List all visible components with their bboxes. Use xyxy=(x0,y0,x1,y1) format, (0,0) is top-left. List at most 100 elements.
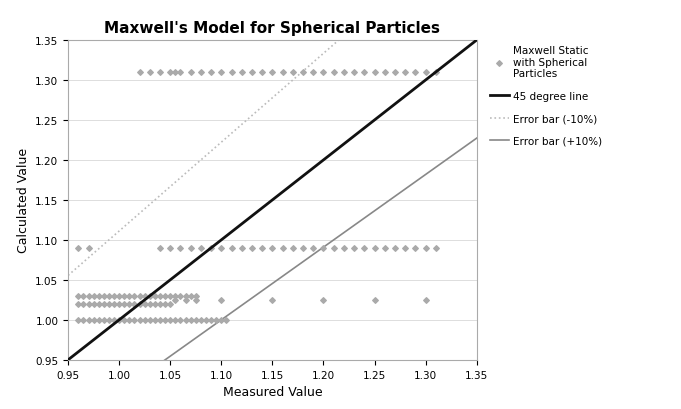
Maxwell Static
with Spherical
Particles xyxy=(308,70,319,76)
Maxwell Static
with Spherical
Particles xyxy=(195,317,206,323)
Maxwell Static
with Spherical
Particles xyxy=(160,293,171,299)
Maxwell Static
with Spherical
Particles xyxy=(410,245,421,252)
Maxwell Static
with Spherical
Particles xyxy=(78,293,89,299)
Maxwell Static
with Spherical
Particles xyxy=(155,70,165,76)
Maxwell Static
with Spherical
Particles xyxy=(175,293,186,299)
Maxwell Static
with Spherical
Particles xyxy=(318,70,329,76)
Maxwell Static
with Spherical
Particles xyxy=(400,70,411,76)
Maxwell Static
with Spherical
Particles xyxy=(160,317,171,323)
Maxwell Static
with Spherical
Particles xyxy=(129,317,140,323)
Maxwell Static
with Spherical
Particles xyxy=(226,245,237,252)
Maxwell Static
with Spherical
Particles xyxy=(144,317,155,323)
Maxwell Static
with Spherical
Particles xyxy=(267,245,278,252)
Maxwell Static
with Spherical
Particles xyxy=(420,245,431,252)
Maxwell Static
with Spherical
Particles xyxy=(83,245,94,252)
Maxwell Static
with Spherical
Particles xyxy=(99,317,110,323)
Maxwell Static
with Spherical
Particles xyxy=(118,317,129,323)
X-axis label: Measured Value: Measured Value xyxy=(223,385,322,398)
Maxwell Static
with Spherical
Particles xyxy=(175,245,186,252)
Maxwell Static
with Spherical
Particles xyxy=(185,245,196,252)
Maxwell Static
with Spherical
Particles xyxy=(139,317,150,323)
Maxwell Static
with Spherical
Particles xyxy=(78,317,89,323)
Maxwell Static
with Spherical
Particles xyxy=(83,301,94,307)
Maxwell Static
with Spherical
Particles xyxy=(216,317,227,323)
Maxwell Static
with Spherical
Particles xyxy=(73,245,84,252)
Maxwell Static
with Spherical
Particles xyxy=(149,301,160,307)
Maxwell Static
with Spherical
Particles xyxy=(165,70,176,76)
Maxwell Static
with Spherical
Particles xyxy=(236,245,247,252)
Maxwell Static
with Spherical
Particles xyxy=(257,245,268,252)
Maxwell Static
with Spherical
Particles xyxy=(134,70,145,76)
Maxwell Static
with Spherical
Particles xyxy=(236,70,247,76)
Maxwell Static
with Spherical
Particles xyxy=(93,293,104,299)
Maxwell Static
with Spherical
Particles xyxy=(206,245,217,252)
Maxwell Static
with Spherical
Particles xyxy=(73,317,84,323)
Maxwell Static
with Spherical
Particles xyxy=(124,301,135,307)
Maxwell Static
with Spherical
Particles xyxy=(195,70,206,76)
Maxwell Static
with Spherical
Particles xyxy=(109,293,120,299)
Maxwell Static
with Spherical
Particles xyxy=(185,70,196,76)
Maxwell Static
with Spherical
Particles xyxy=(318,245,329,252)
Maxwell Static
with Spherical
Particles xyxy=(129,293,140,299)
Maxwell Static
with Spherical
Particles xyxy=(149,293,160,299)
Maxwell Static
with Spherical
Particles xyxy=(180,297,191,303)
Maxwell Static
with Spherical
Particles xyxy=(180,293,191,299)
Maxwell Static
with Spherical
Particles xyxy=(430,245,441,252)
Maxwell Static
with Spherical
Particles xyxy=(165,245,176,252)
Maxwell Static
with Spherical
Particles xyxy=(185,317,196,323)
Maxwell Static
with Spherical
Particles xyxy=(155,301,165,307)
Maxwell Static
with Spherical
Particles xyxy=(430,70,441,76)
Maxwell Static
with Spherical
Particles xyxy=(211,317,222,323)
Maxwell Static
with Spherical
Particles xyxy=(328,70,339,76)
Maxwell Static
with Spherical
Particles xyxy=(359,70,370,76)
Maxwell Static
with Spherical
Particles xyxy=(170,70,180,76)
Maxwell Static
with Spherical
Particles xyxy=(267,70,278,76)
Maxwell Static
with Spherical
Particles xyxy=(175,70,186,76)
Maxwell Static
with Spherical
Particles xyxy=(124,293,135,299)
Maxwell Static
with Spherical
Particles xyxy=(277,70,288,76)
Maxwell Static
with Spherical
Particles xyxy=(104,301,114,307)
Maxwell Static
with Spherical
Particles xyxy=(191,297,202,303)
Maxwell Static
with Spherical
Particles xyxy=(379,245,390,252)
Maxwell Static
with Spherical
Particles xyxy=(144,70,155,76)
Maxwell Static
with Spherical
Particles xyxy=(99,301,110,307)
Maxwell Static
with Spherical
Particles xyxy=(185,293,196,299)
Maxwell Static
with Spherical
Particles xyxy=(109,317,120,323)
Maxwell Static
with Spherical
Particles xyxy=(99,293,110,299)
Legend: Maxwell Static
with Spherical
Particles, 45 degree line, Error bar (-10%), Error: Maxwell Static with Spherical Particles,… xyxy=(490,46,602,146)
Maxwell Static
with Spherical
Particles xyxy=(83,293,94,299)
Maxwell Static
with Spherical
Particles xyxy=(369,245,380,252)
Maxwell Static
with Spherical
Particles xyxy=(114,301,125,307)
Maxwell Static
with Spherical
Particles xyxy=(170,293,180,299)
Maxwell Static
with Spherical
Particles xyxy=(338,70,349,76)
Maxwell Static
with Spherical
Particles xyxy=(134,301,145,307)
Maxwell Static
with Spherical
Particles xyxy=(267,297,278,303)
Maxwell Static
with Spherical
Particles xyxy=(420,70,431,76)
Maxwell Static
with Spherical
Particles xyxy=(144,301,155,307)
Maxwell Static
with Spherical
Particles xyxy=(195,245,206,252)
Maxwell Static
with Spherical
Particles xyxy=(247,245,257,252)
Maxwell Static
with Spherical
Particles xyxy=(83,317,94,323)
Maxwell Static
with Spherical
Particles xyxy=(247,70,257,76)
Maxwell Static
with Spherical
Particles xyxy=(134,317,145,323)
Maxwell Static
with Spherical
Particles xyxy=(221,317,232,323)
Maxwell Static
with Spherical
Particles xyxy=(226,70,237,76)
Maxwell Static
with Spherical
Particles xyxy=(410,70,421,76)
Maxwell Static
with Spherical
Particles xyxy=(216,245,227,252)
Maxwell Static
with Spherical
Particles xyxy=(134,293,145,299)
Maxwell Static
with Spherical
Particles xyxy=(93,301,104,307)
Maxwell Static
with Spherical
Particles xyxy=(109,301,120,307)
Maxwell Static
with Spherical
Particles xyxy=(349,245,360,252)
Maxwell Static
with Spherical
Particles xyxy=(114,293,125,299)
Maxwell Static
with Spherical
Particles xyxy=(328,245,339,252)
Maxwell Static
with Spherical
Particles xyxy=(257,70,268,76)
Maxwell Static
with Spherical
Particles xyxy=(180,317,191,323)
Maxwell Static
with Spherical
Particles xyxy=(118,293,129,299)
Maxwell Static
with Spherical
Particles xyxy=(216,297,227,303)
Maxwell Static
with Spherical
Particles xyxy=(114,317,125,323)
Maxwell Static
with Spherical
Particles xyxy=(400,245,411,252)
Maxwell Static
with Spherical
Particles xyxy=(73,301,84,307)
Maxwell Static
with Spherical
Particles xyxy=(93,317,104,323)
Maxwell Static
with Spherical
Particles xyxy=(308,245,319,252)
Maxwell Static
with Spherical
Particles xyxy=(318,297,329,303)
